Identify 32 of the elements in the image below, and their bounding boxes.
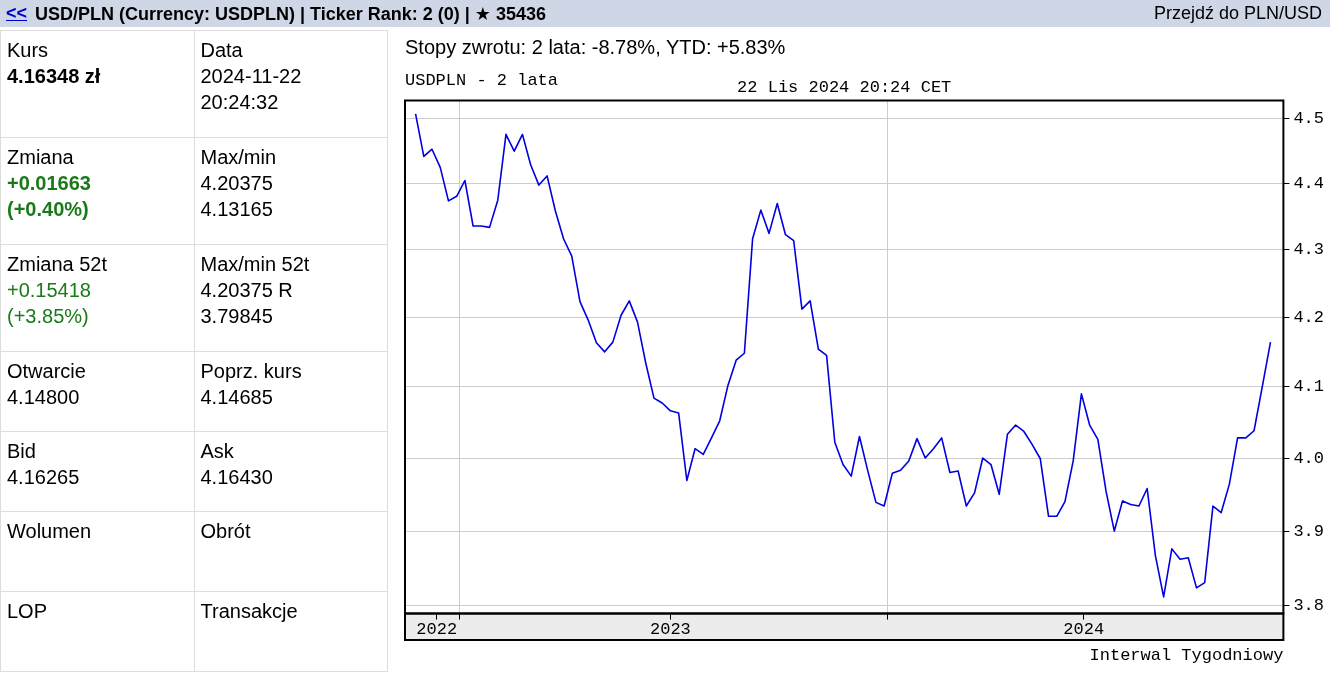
text: Zmiana 52t +0.15418 (+3.85%) [7,252,109,329]
y-tick-label: 4.0 [1293,448,1324,468]
y-tick-label: 3.8 [1293,596,1324,616]
chart-title: USDPLN - 2 lata [405,70,559,90]
text: USD/PLN (Currency: USDPLN) | Ticker Rank: 2 (0) | ★ 35436 [35,2,547,25]
text: 22 Lis 2024 20:24 CET [737,78,952,98]
y-tick-label: 4.2 [1293,307,1324,327]
y-tick-label: 4.4 [1293,173,1324,193]
text: Data 2024-11-22 20:24:32 [200,38,303,115]
text: Kurs 4.16348 zł [7,38,102,89]
text: Max/min 4.20375 4.13165 [200,145,278,222]
chart-subtitle: Stopy zwrotu: 2 lata: -8.78%, YTD: +5.83% [405,36,787,60]
x-tick-label: 2022 [416,620,458,640]
text: Transakcje [200,599,299,624]
text: Bid 4.16265 [7,439,81,490]
y-tick-label: 3.9 [1293,521,1324,541]
text: << [6,3,28,24]
text: Obrót [200,519,252,544]
text: Zmiana +0.01663 (+0.40%) [7,145,92,222]
text: LOP [7,599,49,624]
text: Max/min 52t 4.20375 R 3.79845 [200,252,311,329]
y-tick-label: 4.1 [1293,377,1324,397]
text: Poprz. kurs 4.14685 [200,359,303,410]
text: Przejdź do PLN/USD [1153,3,1322,24]
text: Wolumen [7,519,93,544]
y-tick-label: 4.3 [1293,239,1324,259]
x-tick-label: 2023 [649,620,691,640]
x-tick-label: 2024 [1063,620,1105,640]
y-tick-label: 4.5 [1293,108,1324,128]
text: Interwal Tygodniowy [1089,646,1284,665]
text: Ask 4.16430 [200,439,274,490]
text: Otwarcie 4.14800 [7,359,87,410]
